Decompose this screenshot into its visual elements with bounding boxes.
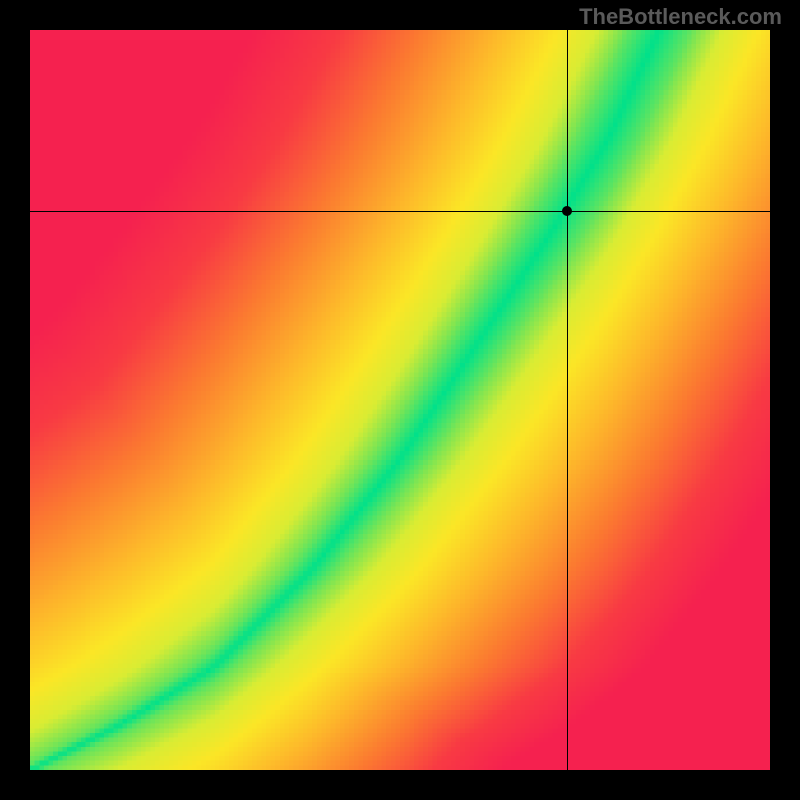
crosshair-marker [562,206,572,216]
crosshair-vertical [567,30,568,770]
plot-area [30,30,770,770]
crosshair-horizontal [30,211,770,212]
chart-container: TheBottleneck.com [0,0,800,800]
watermark-label: TheBottleneck.com [579,4,782,30]
heatmap-canvas [30,30,770,770]
